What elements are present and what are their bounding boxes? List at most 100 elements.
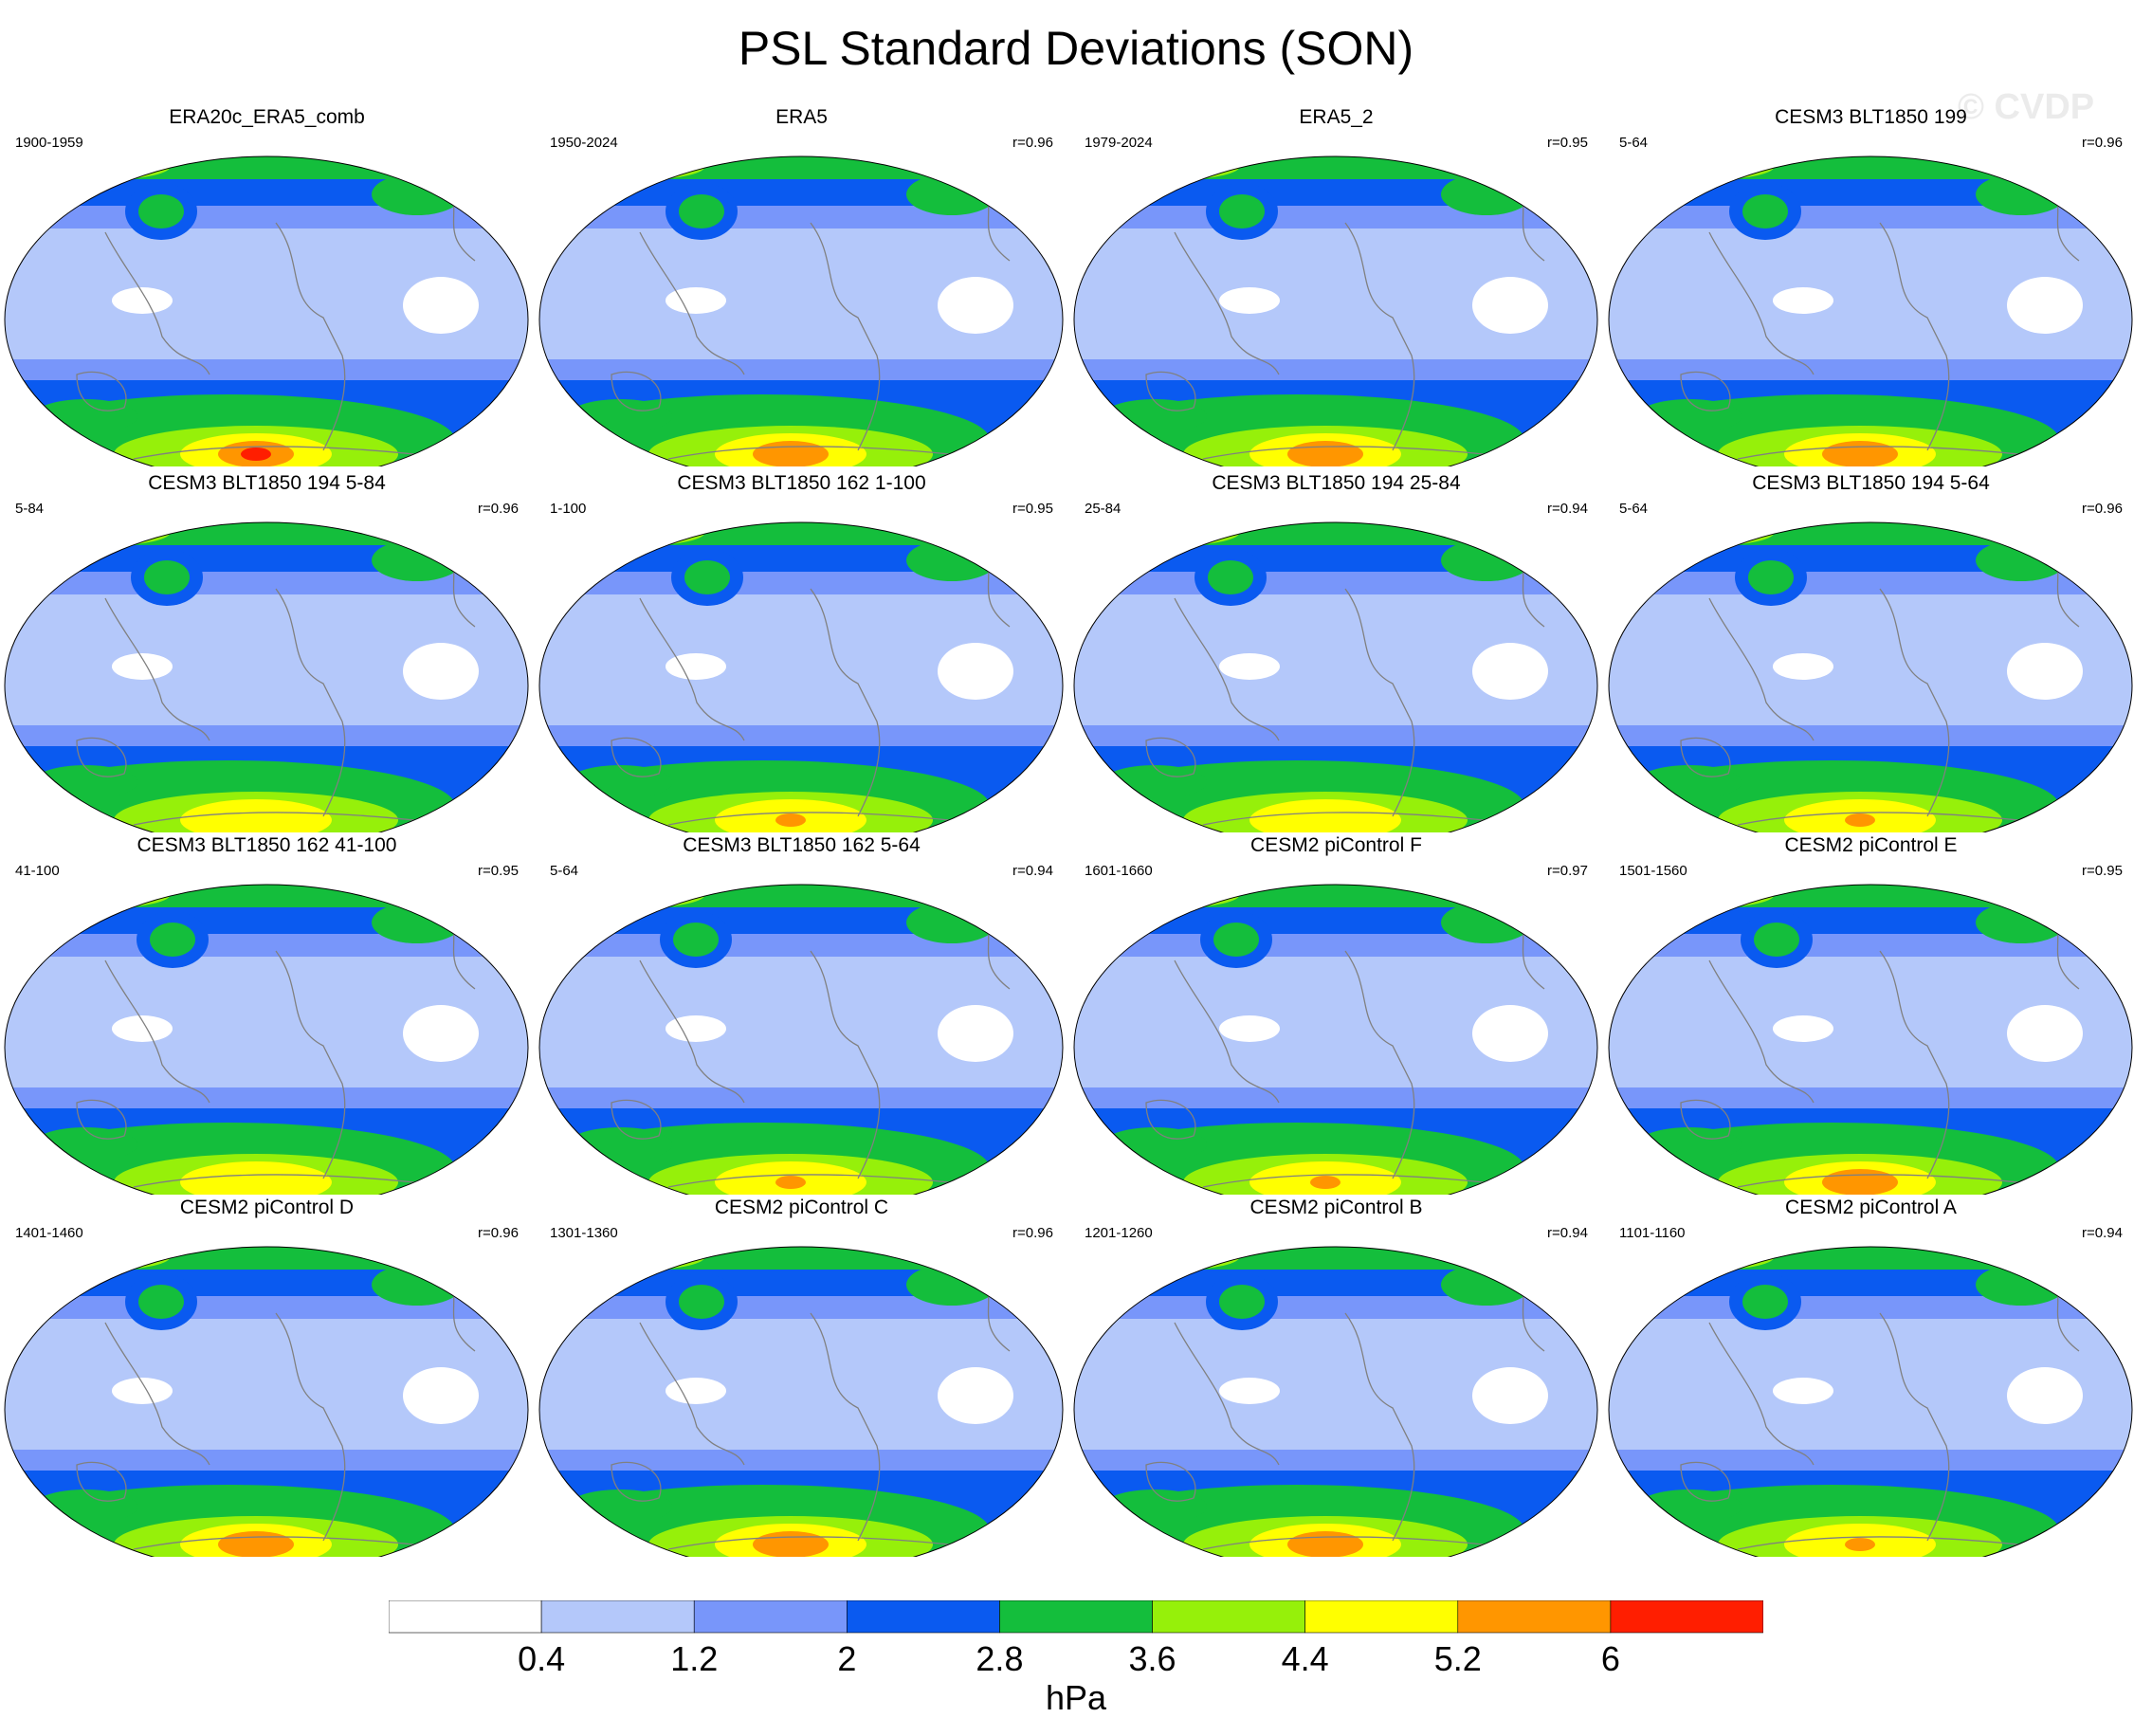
colorbar-segment xyxy=(999,1600,1153,1634)
map-panel: CESM3 BLT1850 199 5-64 r=0.96 xyxy=(1604,106,2138,466)
australia-coastline xyxy=(611,737,662,777)
colorbar-segment xyxy=(1457,1600,1612,1634)
panel-correlation: r=0.95 xyxy=(1012,501,1053,517)
panel-title: CESM2 piControl D xyxy=(179,1197,355,1218)
aleutian-low-center xyxy=(1208,560,1253,594)
arctic-maximum xyxy=(1661,156,1775,179)
atlantic-low-variance xyxy=(403,1005,479,1062)
panel-correlation: r=0.96 xyxy=(478,501,519,517)
globe-map xyxy=(1608,884,2133,1195)
map-panel: ERA5_2 1979-2024 r=0.95 xyxy=(1069,106,1603,466)
panel-correlation: r=0.96 xyxy=(2082,501,2123,517)
indian-ocean-maximum xyxy=(1103,1127,1207,1161)
aleutian-low-center xyxy=(138,194,184,228)
icelandic-low xyxy=(372,1264,463,1306)
indian-ocean-maximum xyxy=(1637,1127,1742,1161)
asia-coastline xyxy=(1708,959,1815,1104)
arctic-band xyxy=(1609,156,2132,179)
panel-correlation: r=0.94 xyxy=(2082,1225,2123,1241)
colorbar-tick-label: 0.4 xyxy=(518,1639,566,1678)
map-panel: CESM3 BLT1850 194 25-84 25-84 r=0.94 xyxy=(1069,472,1603,832)
globe-map xyxy=(538,884,1064,1195)
aleutian-low-center xyxy=(1219,194,1265,228)
antarctica-coastline xyxy=(667,1174,992,1188)
map-panel: CESM2 piControl F 1601-1660 r=0.97 xyxy=(1069,834,1603,1195)
arctic-band xyxy=(539,156,1063,179)
indian-ocean-maximum xyxy=(568,1489,672,1524)
icelandic-low xyxy=(906,1264,997,1306)
aleutian-low-center xyxy=(1213,923,1259,957)
icelandic-low xyxy=(1976,902,2067,943)
americas-coastline xyxy=(810,222,881,451)
psl-field xyxy=(1609,885,2132,1195)
icelandic-low xyxy=(372,902,463,943)
indian-ocean-maximum xyxy=(568,765,672,799)
americas-coastline xyxy=(275,950,346,1179)
atlantic-low-variance xyxy=(1472,1005,1548,1062)
australia-coastline xyxy=(1680,737,1731,777)
antarctica-coastline xyxy=(1737,812,2061,826)
arctic-band xyxy=(1074,1247,1597,1270)
australia-coastline xyxy=(1145,1099,1196,1140)
asia-coastline xyxy=(1708,597,1815,741)
americas-coastline xyxy=(1344,222,1415,451)
asia-coastline xyxy=(1174,597,1280,741)
panel-years: 1101-1160 xyxy=(1619,1225,1686,1241)
arctic-band xyxy=(539,885,1063,907)
arctic-band xyxy=(1609,1247,2132,1270)
arctic-maximum xyxy=(1126,1247,1240,1270)
australia-coastline xyxy=(76,1099,127,1140)
panel-correlation: r=0.95 xyxy=(1547,135,1588,151)
pacific-low-variance xyxy=(1219,1378,1280,1404)
pacific-low-variance xyxy=(1773,1015,1833,1042)
globe-border xyxy=(1073,521,1598,832)
atlantic-low-variance xyxy=(2007,1005,2083,1062)
globe-map xyxy=(4,884,529,1195)
psl-field xyxy=(1074,522,1597,832)
aleutian-low-center xyxy=(679,1285,724,1319)
pacific-low-variance xyxy=(1773,653,1833,680)
arctic-band xyxy=(1609,522,2132,545)
americas-coastline xyxy=(810,588,881,817)
pacific-low-variance xyxy=(666,1015,726,1042)
americas-coastline xyxy=(1879,950,1950,1179)
amundsen-peak-max xyxy=(775,448,806,461)
atlantic-low-variance xyxy=(1472,643,1548,700)
psl-field xyxy=(1609,156,2132,466)
panel-years: 1900-1959 xyxy=(15,135,83,151)
panel-correlation: r=0.94 xyxy=(1012,863,1053,879)
aleutian-low-center xyxy=(1742,194,1788,228)
atlantic-low-variance xyxy=(2007,277,2083,334)
panel-years: 41-100 xyxy=(15,863,60,879)
panel-grid: ERA20c_ERA5_comb 1900-1959 ERA5 1950-2024 r=… xyxy=(4,106,2138,1557)
panel-years: 1201-1260 xyxy=(1085,1225,1153,1241)
panel-years: 1601-1660 xyxy=(1085,863,1153,879)
pacific-low-variance xyxy=(1219,1015,1280,1042)
arctic-maximum xyxy=(592,156,705,179)
arctic-maximum xyxy=(592,1247,705,1270)
asia-coastline xyxy=(639,1322,745,1466)
panel-title: CESM3 BLT1850 194 5-64 xyxy=(1752,472,1990,494)
antarctica-coastline xyxy=(667,446,992,460)
aleutian-low-center xyxy=(138,1285,184,1319)
icelandic-low xyxy=(372,174,463,215)
arctic-band xyxy=(1074,885,1597,907)
antarctica-coastline xyxy=(133,1536,457,1550)
amundsen-peak-max xyxy=(241,1176,271,1189)
panel-years: 5-84 xyxy=(15,501,45,517)
panel-title: ERA5_2 xyxy=(1299,106,1374,128)
pacific-low-variance xyxy=(112,653,173,680)
panel-years: 1-100 xyxy=(550,501,587,517)
globe-border xyxy=(538,884,1064,1195)
arctic-maximum xyxy=(1126,522,1240,545)
globe-border xyxy=(1608,155,2133,466)
arctic-maximum xyxy=(57,522,171,545)
australia-coastline xyxy=(611,1099,662,1140)
aleutian-low-center xyxy=(144,560,190,594)
arctic-maximum xyxy=(1126,156,1240,179)
atlantic-low-variance xyxy=(2007,643,2083,700)
arctic-band xyxy=(5,156,528,179)
globe-map xyxy=(538,521,1064,832)
colorbar-tick-label: 2.8 xyxy=(976,1639,1024,1678)
arctic-maximum xyxy=(1126,885,1240,907)
